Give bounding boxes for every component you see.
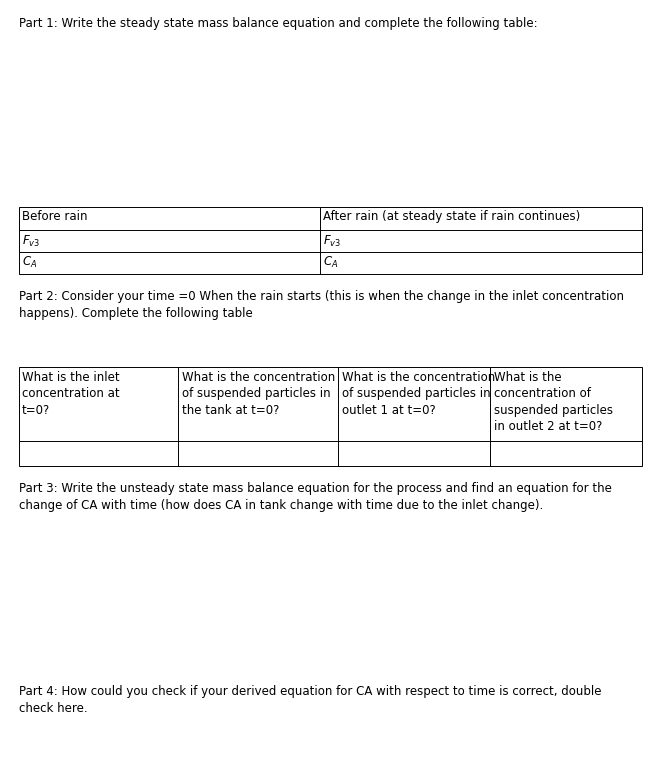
Text: Part 2: Consider your time =0 When the rain starts (this is when the change in t: Part 2: Consider your time =0 When the r…: [19, 290, 623, 303]
Text: After rain (at steady state if rain continues): After rain (at steady state if rain cont…: [323, 210, 580, 223]
Text: the tank at t=0?: the tank at t=0?: [182, 404, 279, 417]
Text: $C_A$: $C_A$: [323, 255, 338, 270]
Text: of suspended particles in: of suspended particles in: [182, 387, 330, 401]
Text: suspended particles: suspended particles: [494, 404, 613, 417]
Text: What is the: What is the: [494, 371, 561, 384]
Text: Before rain: Before rain: [22, 210, 87, 223]
Text: $F_{v3}$: $F_{v3}$: [22, 234, 40, 248]
Text: What is the inlet: What is the inlet: [22, 371, 120, 384]
Text: $F_{v3}$: $F_{v3}$: [323, 234, 341, 248]
Text: Part 3: Write the unsteady state mass balance equation for the process and find : Part 3: Write the unsteady state mass ba…: [19, 482, 611, 495]
Text: check here.: check here.: [19, 702, 87, 715]
Text: outlet 1 at t=0?: outlet 1 at t=0?: [342, 404, 436, 417]
Text: Part 1: Write the steady state mass balance equation and complete the following : Part 1: Write the steady state mass bala…: [19, 17, 537, 30]
Text: $C_A$: $C_A$: [22, 255, 37, 270]
Text: in outlet 2 at t=0?: in outlet 2 at t=0?: [494, 420, 602, 433]
Bar: [19, 367, 642, 466]
Bar: [19, 207, 642, 274]
Text: What is the concentration: What is the concentration: [182, 371, 335, 384]
Text: What is the concentration: What is the concentration: [342, 371, 495, 384]
Text: of suspended particles in: of suspended particles in: [342, 387, 490, 401]
Text: change of CA with time (how does CA in tank change with time due to the inlet ch: change of CA with time (how does CA in t…: [19, 499, 543, 512]
Text: concentration at: concentration at: [22, 387, 120, 401]
Text: Part 4: How could you check if your derived equation for CA with respect to time: Part 4: How could you check if your deri…: [19, 685, 601, 698]
Text: t=0?: t=0?: [22, 404, 50, 417]
Text: happens). Complete the following table: happens). Complete the following table: [19, 307, 253, 320]
Text: concentration of: concentration of: [494, 387, 591, 401]
